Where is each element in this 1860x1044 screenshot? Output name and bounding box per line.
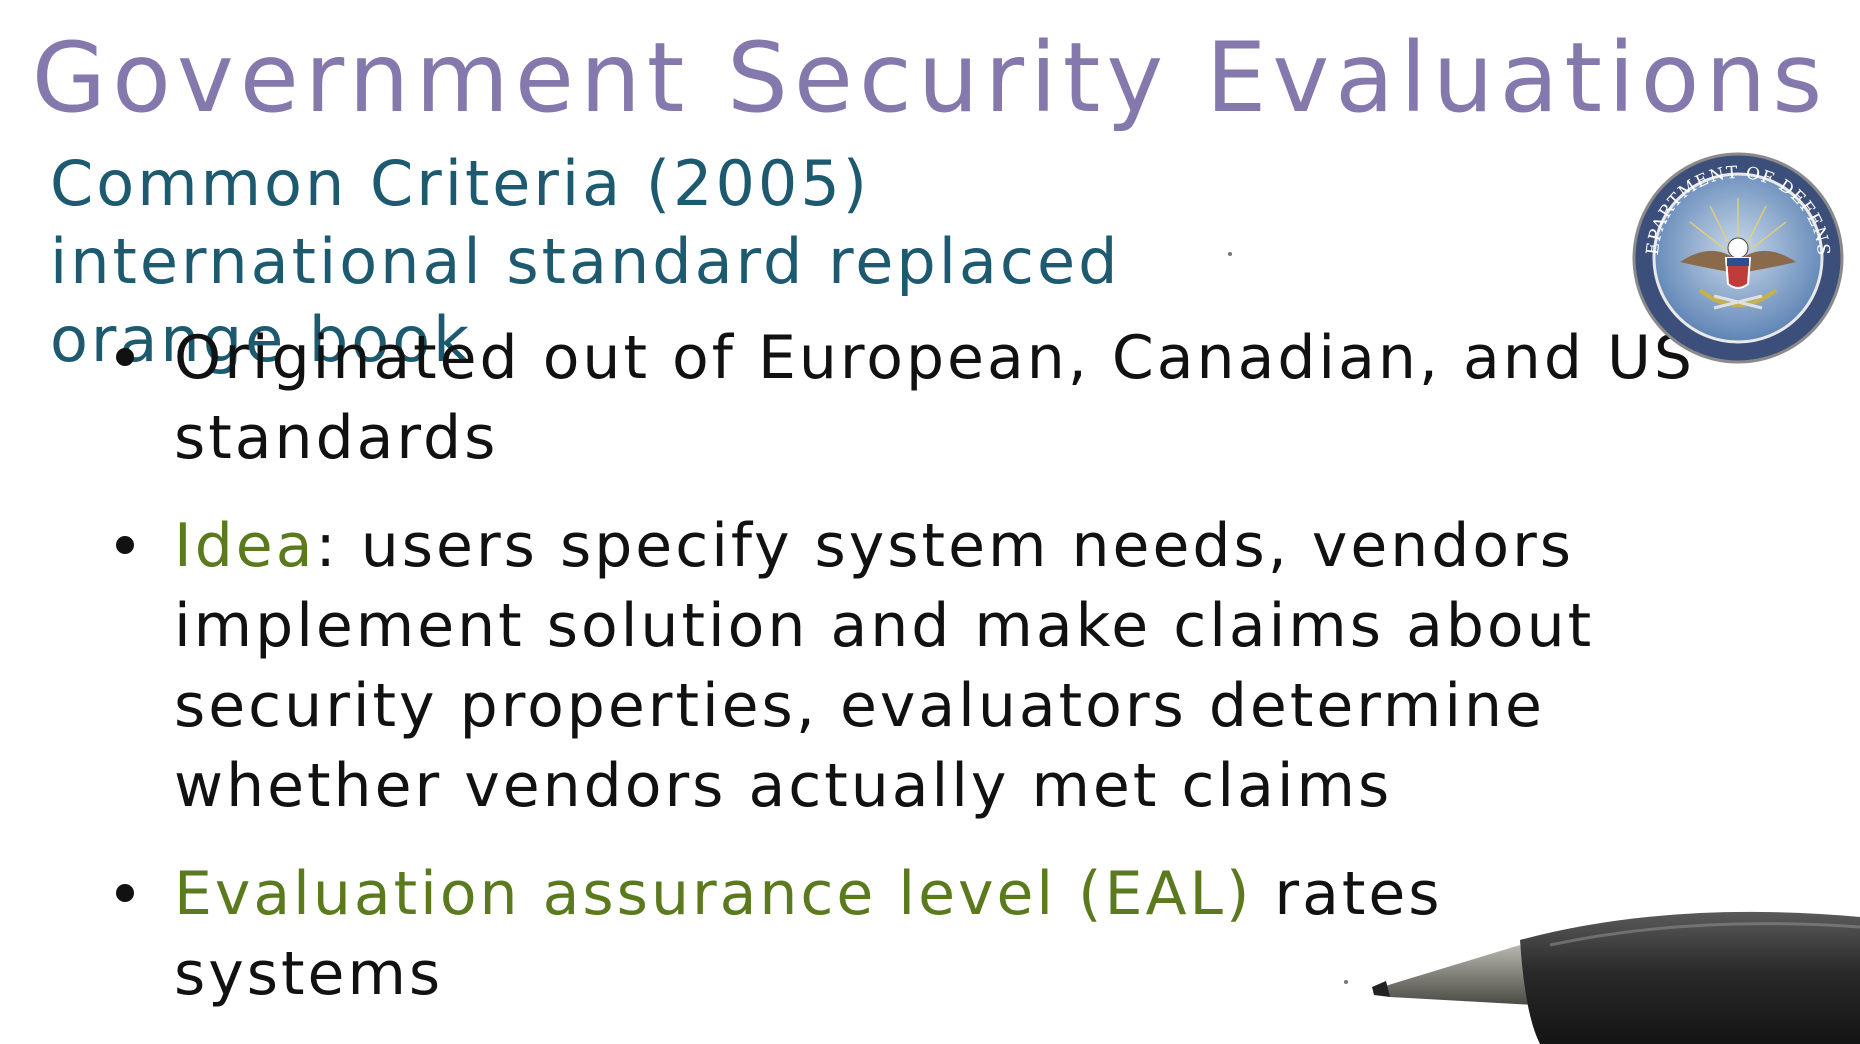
- bullet-item: Originated out of European, Canadian, an…: [110, 318, 1710, 478]
- slide-title: Government Security Evaluations: [31, 22, 1829, 134]
- bullet-text: Originated out of European, Canadian, an…: [174, 323, 1695, 473]
- bullet-emphasis-text: Evaluation assurance level (EAL): [174, 859, 1253, 929]
- bullet-text: rates systems: [174, 859, 1443, 1009]
- speck: [1228, 252, 1232, 256]
- bullet-dot-icon: [116, 884, 134, 902]
- bullet-text: : users specify system needs, vendors im…: [174, 511, 1595, 821]
- bullet-emphasis-text: Idea: [174, 511, 316, 581]
- bullet-item: Idea: users specify system needs, vendor…: [110, 506, 1710, 826]
- bullet-list: Originated out of European, Canadian, an…: [110, 318, 1710, 1042]
- slide-subtitle: Common Criteria (2005) international sta…: [50, 147, 1121, 376]
- bullet-dot-icon: [116, 536, 134, 554]
- department-of-defense-seal-icon: DEPARTMENT OF DEFENSE: [1630, 150, 1844, 364]
- pen-icon: [1372, 911, 1860, 1044]
- speck: [1344, 980, 1348, 984]
- bullet-item: Evaluation assurance level (EAL) rates s…: [110, 854, 1710, 1014]
- bullet-dot-icon: [116, 348, 134, 366]
